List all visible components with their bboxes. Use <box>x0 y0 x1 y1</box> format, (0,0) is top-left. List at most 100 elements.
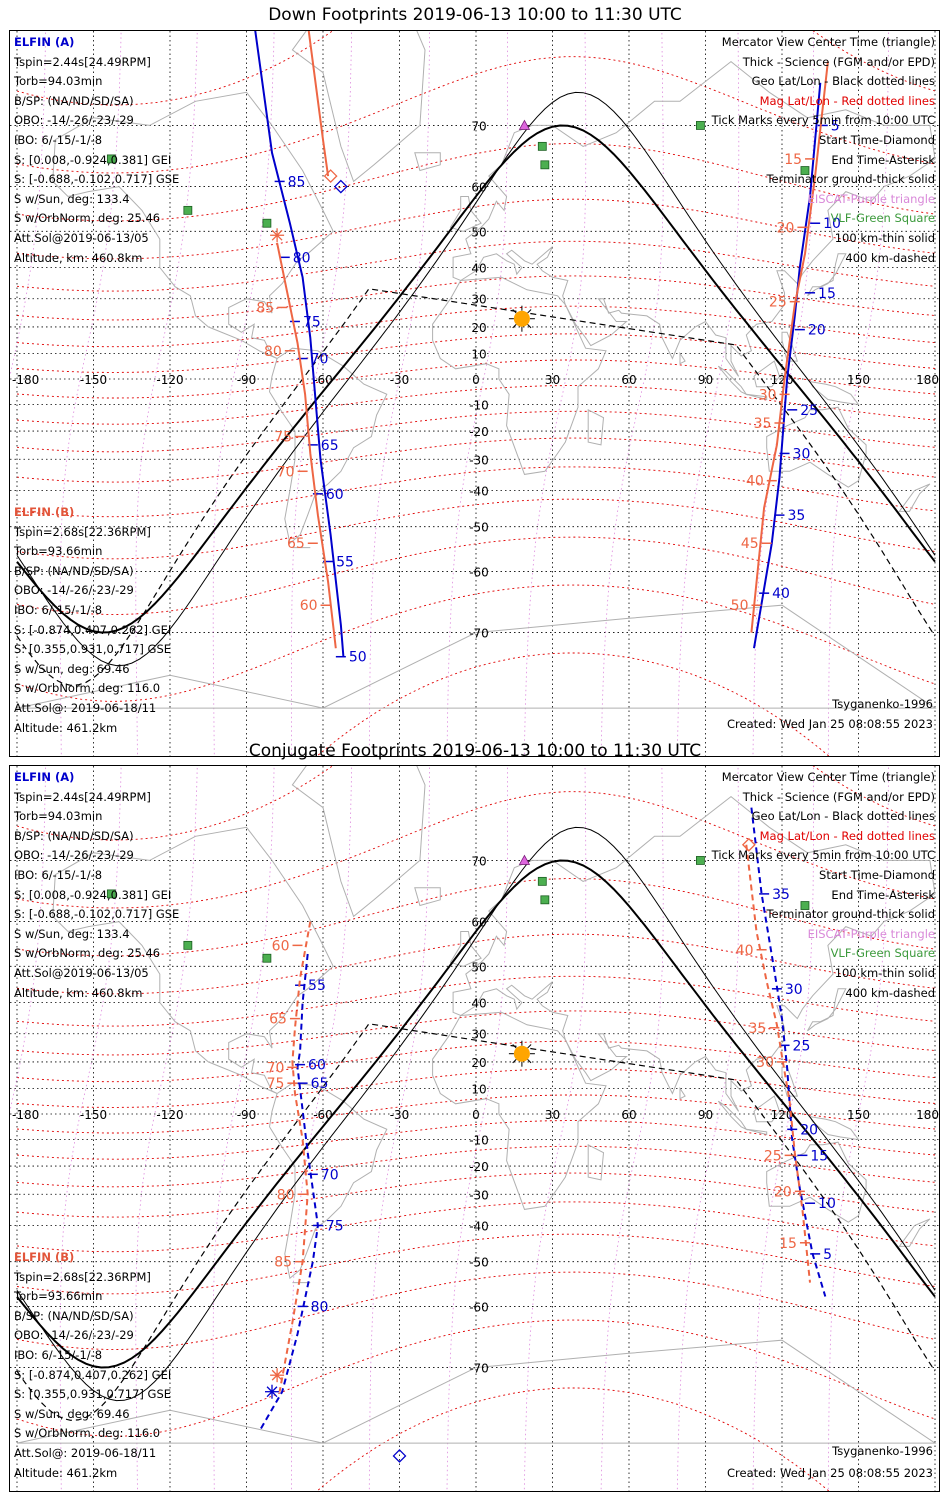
y-tick-label: 20 <box>471 1056 486 1070</box>
elfin-b-line: Att.Sol@: 2019-06-18/11 <box>14 1445 157 1460</box>
x-tick-label: -30 <box>390 1108 410 1122</box>
elfin-b-line: Altitude: 461.2km <box>14 720 118 735</box>
footprint-line <box>745 844 811 1283</box>
terminators <box>16 91 936 686</box>
x-tick-label: 30 <box>545 1108 560 1122</box>
terminator-400km <box>16 288 936 686</box>
sun-icon <box>513 1045 530 1062</box>
elfin-a-line: S w/OrbNorm, deg: 25.46 <box>14 211 161 226</box>
vlf-square <box>537 141 547 151</box>
time-tick-label: 75 <box>267 1076 285 1092</box>
sun-ray <box>512 1044 517 1049</box>
elfin-a-line: IBO: 6/-15/-1/-8 <box>14 867 103 882</box>
time-tick-label: 35 <box>772 887 790 903</box>
mag-latitude-line <box>16 536 936 615</box>
y-tick-label: 10 <box>471 1082 486 1096</box>
model-label: Tsyganenko-1996 <box>832 697 933 711</box>
elfin-b-line: Tspin=2.68s[22.36RPM] <box>14 1269 151 1284</box>
y-tick-label: 50 <box>471 960 486 974</box>
coastline <box>809 380 860 406</box>
time-tick-label: 70 <box>311 352 329 368</box>
vlf-square <box>800 901 810 910</box>
time-tick-label: 35 <box>787 508 805 524</box>
x-tick-label: 60 <box>621 373 636 387</box>
x-tick-label: 90 <box>698 1108 713 1122</box>
mag-latitude-line <box>16 878 936 957</box>
legend-item: Start Time-Diamond <box>819 867 935 882</box>
elfin-b-line: Tspin=2.68s[22.36RPM] <box>14 524 151 539</box>
mag-meridian <box>600 31 664 756</box>
time-tick-label: 25 <box>769 295 787 311</box>
time-tick-label: 20 <box>808 323 826 339</box>
mag-latitude-line <box>16 498 936 560</box>
mag-latitude-line <box>16 305 936 348</box>
panel-title-conjugate: Conjugate Footprints 2019-06-13 10:00 to… <box>248 741 702 761</box>
legend-item: Start Time-Diamond <box>819 132 935 147</box>
elfin-a-trace: 85 80 75 70 65 60 55 50 5 10 15 20 25 30 35 40 <box>254 31 841 666</box>
vlf-square <box>183 205 193 215</box>
mag-meridian <box>291 31 352 756</box>
time-tick-label: 70 <box>277 464 295 480</box>
model-label: Tsyganenko-1996 <box>832 1444 933 1458</box>
x-tick-label: -120 <box>156 1108 183 1122</box>
mag-meridian <box>368 31 430 756</box>
legend-item: Tick Marks every 5min from 10:00 UTC <box>711 848 935 863</box>
terminator-100km <box>16 91 936 667</box>
y-tick-label: 20 <box>471 321 486 335</box>
y-tick-label: 10 <box>471 347 486 361</box>
coastline <box>766 1141 867 1223</box>
mag-latitude-line <box>16 1010 936 1056</box>
eiscat-triangle <box>518 119 531 130</box>
time-tick-label: 70 <box>321 1167 339 1183</box>
elfin-a-line: Torb=94.03min <box>14 809 103 824</box>
conjugate-footprints-map: -180 -150 -120 -90 -60 -30 0 30 60 90 120 150 180 70 6… <box>10 766 939 1491</box>
y-tick-label: 60 <box>471 916 486 930</box>
y-tick-label: -10 <box>469 399 489 413</box>
mag-meridian <box>523 766 587 1491</box>
y-tick-label: -50 <box>469 1256 489 1270</box>
elfin-a-info: ELFIN (A) Tspin=2.44s[24.49RPM] Torb=94.… <box>14 33 179 268</box>
elfin-b-line: B/SP: (NA/ND/SD/SA) <box>14 563 134 578</box>
mag-meridian <box>212 31 275 756</box>
y-tick-label: 70 <box>471 119 486 133</box>
time-tick-label: 30 <box>756 1055 774 1071</box>
x-tick-label: 150 <box>847 373 870 387</box>
legend-item: 400 km-dashed <box>845 985 935 1000</box>
y-tick-label: 40 <box>471 997 486 1011</box>
mag-meridian <box>135 766 198 1491</box>
legend-item: Mercator View Center Time (triangle) <box>721 770 935 784</box>
coastline <box>414 152 441 172</box>
time-tick-label: 5 <box>831 118 840 134</box>
time-tick-label: 65 <box>269 1012 287 1028</box>
elfin-b-info: ELFIN (B) Tspin=2.68s[22.36RPM] Torb=93.… <box>14 503 171 738</box>
mag-meridian <box>368 766 430 1491</box>
vlf-square <box>262 218 272 228</box>
elfin-a-line: IBO: 6/-15/-1/-8 <box>14 132 103 147</box>
mag-meridian <box>827 766 889 1491</box>
mag-latitude-line <box>16 437 936 483</box>
elfin-a-line: B/SP: (NA/ND/SD/SA) <box>14 828 134 843</box>
vlf-square <box>106 154 116 164</box>
x-tick-label: -90 <box>237 1108 257 1122</box>
created-label: Created: Wed Jan 25 08:08:55 2023 <box>726 717 933 731</box>
footprint-line <box>278 921 312 1392</box>
mag-meridian <box>752 31 814 756</box>
footprint-line <box>750 807 827 1297</box>
elfin-b-line: IBO: 6/-15/-1/-8 <box>14 1347 103 1362</box>
coastline <box>807 988 847 1032</box>
elfin-a-line: S: [-0.688,-0.102,0.717] GSE <box>14 907 180 922</box>
mag-latitude-line <box>16 1145 936 1188</box>
y-tick-label: -10 <box>469 1134 489 1148</box>
terminator-100km <box>16 826 936 1402</box>
y-tick-label: -20 <box>469 1160 489 1174</box>
elfin-b-line: S w/OrbNorm, deg: 116.0 <box>14 1426 161 1441</box>
legend-item: Mag Lat/Lon - Red dotted lines <box>759 828 935 843</box>
mag-latitude-line <box>16 584 936 702</box>
time-tick-label: 25 <box>793 1038 811 1054</box>
elfin-b-line: S: [0.355,0.931,0.717] GSE <box>14 1387 172 1402</box>
y-tick-label: -30 <box>469 1188 489 1202</box>
markers <box>106 854 810 1067</box>
elfin-a-line: OBO: -14/-26/-23/-29 <box>14 848 134 863</box>
time-tick-label: 45 <box>741 536 759 552</box>
